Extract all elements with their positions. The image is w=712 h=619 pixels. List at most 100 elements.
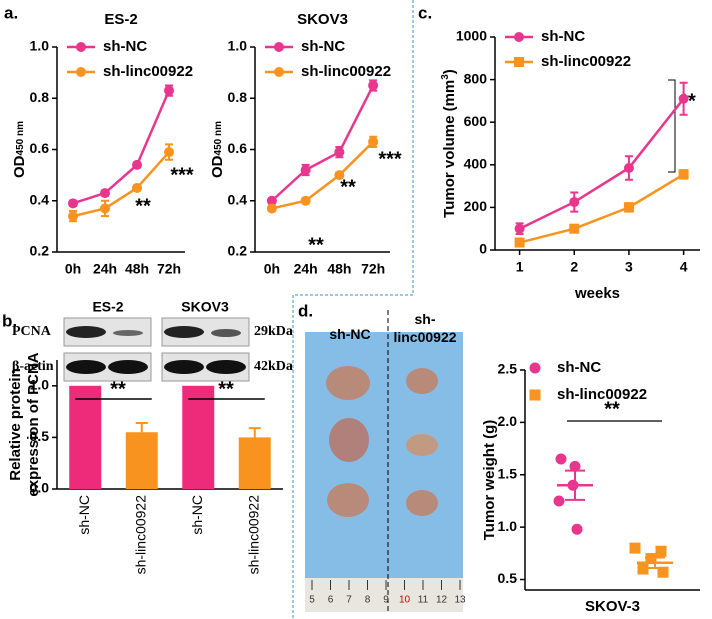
marker	[657, 566, 669, 578]
marker	[514, 32, 524, 42]
marker	[571, 523, 583, 535]
marker	[678, 93, 689, 104]
tumor	[327, 483, 369, 517]
marker	[274, 67, 284, 77]
x-tick-label: 2	[570, 259, 578, 275]
bar	[238, 437, 271, 489]
tumor	[406, 434, 438, 456]
y-tick-label: 0.5	[498, 570, 518, 586]
error-bar	[565, 469, 585, 501]
photo-background	[305, 332, 463, 578]
marker	[569, 197, 580, 208]
tumor-photo: sh-NC sh-linc00922	[305, 310, 463, 612]
y-tick-label: 0.4	[228, 191, 248, 207]
x-tick-label: 24h	[294, 261, 318, 277]
y-tick-label: 0.2	[30, 243, 50, 259]
ruler-number: 12	[436, 595, 448, 606]
y-axis-label: OD450 nm	[11, 121, 28, 178]
chart-title: SKOV3	[297, 11, 348, 28]
y-axis-label-part: Tumor weight (g)	[481, 420, 498, 541]
marker	[629, 542, 641, 554]
photo-group-line: sh-NC	[329, 326, 370, 342]
y-tick-label: 1.0	[228, 38, 248, 54]
x-axis-label: SKOV-3	[585, 598, 640, 615]
blot-size: 42kDa	[254, 359, 293, 374]
blot-size: 29kDa	[254, 324, 293, 339]
ruler-number: 11	[418, 595, 429, 606]
panel-label: d.	[298, 301, 313, 320]
y-tick-label: 1.0	[30, 377, 50, 393]
ruler	[305, 578, 463, 612]
annotation: ***	[378, 148, 402, 170]
legend-label: sh-linc00922	[557, 386, 647, 403]
marker	[68, 198, 78, 209]
y-tick-label: 0.6	[228, 140, 248, 156]
marker	[100, 203, 110, 214]
marker	[637, 563, 649, 575]
y-axis-label: OD450 nm	[209, 121, 226, 178]
legend-label: sh-linc00922	[103, 63, 193, 80]
x-tick-label: 72h	[157, 261, 181, 277]
series-line	[271, 84, 375, 202]
marker	[300, 165, 311, 175]
y-axis-label-part: Relative protein	[7, 368, 24, 481]
panel-label: b.	[2, 311, 17, 330]
legend-label: sh-NC	[103, 38, 147, 55]
y-tick-label: 0.8	[228, 89, 248, 105]
x-tick-label: sh-linc00922	[245, 495, 261, 575]
bar	[182, 385, 215, 489]
series-line	[271, 140, 375, 210]
blot-band	[211, 329, 241, 337]
marker	[274, 42, 284, 52]
annotation: **	[308, 234, 324, 256]
y-tick-label: 2.5	[498, 361, 518, 377]
y-axis-label: Tumor weight (g)	[481, 420, 498, 541]
x-tick-label: 48h	[327, 261, 351, 277]
marker	[623, 162, 634, 173]
photo-group-line: sh-	[415, 311, 436, 327]
y-axis-label-part: 450 nm	[213, 121, 224, 156]
error-bar	[645, 556, 665, 569]
marker	[100, 188, 110, 199]
annotation: **	[218, 378, 234, 400]
marker	[368, 80, 379, 91]
marker	[514, 237, 525, 248]
annotation: **	[604, 398, 620, 420]
y-axis-label-part: 3	[440, 74, 451, 80]
marker	[300, 195, 311, 206]
x-tick-label: 0h	[65, 261, 81, 277]
blot-row: PCNA	[12, 324, 52, 339]
marker	[569, 460, 581, 472]
ruler-number: 13	[454, 595, 466, 606]
photo-group-line: linc00922	[393, 329, 456, 345]
annotation: **	[340, 176, 356, 198]
y-axis-label-part: OD	[11, 155, 28, 178]
y-tick-label: 0.4	[30, 191, 50, 207]
tumor	[406, 490, 438, 516]
marker	[266, 203, 277, 214]
marker	[334, 170, 345, 181]
x-tick-label: sh-linc00922	[132, 495, 148, 575]
legend-label: sh-linc00922	[301, 63, 391, 80]
marker	[76, 67, 86, 77]
y-axis-label: Tumor volume (mm3)	[440, 69, 458, 218]
marker	[529, 389, 541, 401]
x-tick-label: 4	[680, 259, 688, 275]
marker	[569, 223, 580, 234]
y-axis-label-part: )	[441, 69, 458, 74]
ruler-number: 6	[328, 595, 334, 606]
annotation: ***	[170, 164, 194, 186]
ruler-number: 8	[365, 595, 371, 606]
blot-band	[108, 360, 148, 374]
y-axis-label-part: Tumor volume (mm	[441, 80, 458, 218]
marker	[132, 159, 142, 170]
blot-band	[164, 326, 204, 338]
x-axis-label: weeks	[574, 285, 620, 302]
marker	[529, 362, 541, 374]
x-tick-label: 48h	[125, 261, 149, 277]
x-tick-label: 72h	[361, 261, 385, 277]
blot-band	[164, 360, 204, 374]
photo-group: sh-NC	[329, 326, 370, 342]
marker	[514, 57, 524, 67]
